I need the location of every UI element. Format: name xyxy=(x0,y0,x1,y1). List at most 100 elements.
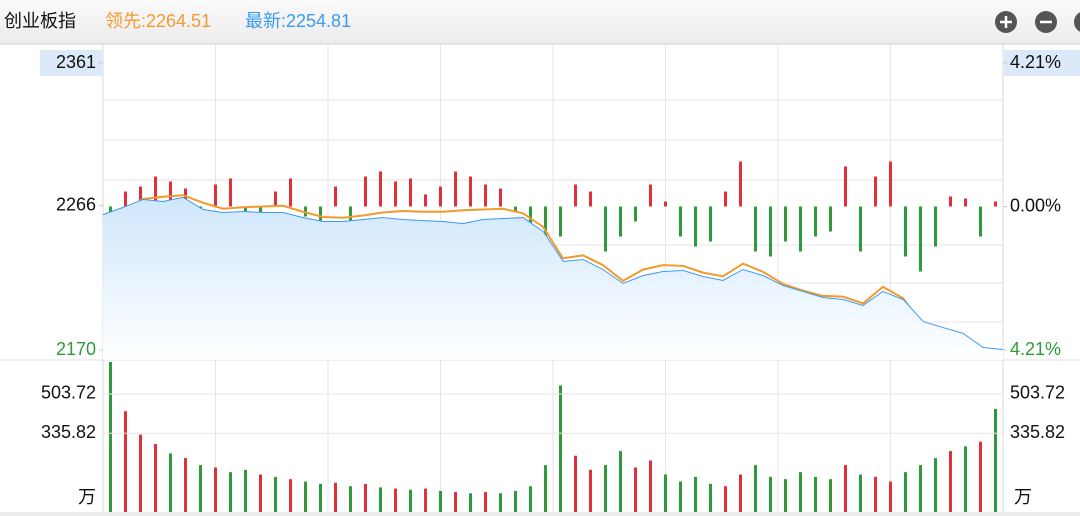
y2-tick-label: 4.21% xyxy=(1010,52,1061,72)
strength-bar xyxy=(139,186,142,207)
volume-bar xyxy=(409,489,412,512)
legend-value: 2254.81 xyxy=(286,11,351,31)
volume-bar xyxy=(349,486,352,512)
strength-bar xyxy=(769,206,772,257)
unit-label: 万 xyxy=(1014,487,1032,507)
volume-bar xyxy=(769,476,772,512)
volume-bar xyxy=(499,493,502,512)
legend-name: 领先: xyxy=(105,11,146,31)
bottom-bar xyxy=(0,512,1080,516)
strength-bar xyxy=(559,206,562,237)
y2-tick-label: 503.72 xyxy=(1010,383,1065,403)
volume-bar xyxy=(514,490,517,512)
strength-bar xyxy=(334,186,337,207)
legend-value: 2264.51 xyxy=(146,11,211,31)
volume-bar xyxy=(709,483,712,512)
volume-bar xyxy=(139,434,142,512)
volume-bar xyxy=(109,362,112,512)
strength-bar xyxy=(859,206,862,252)
strength-bar xyxy=(739,161,742,207)
volume-bar xyxy=(649,460,652,512)
strength-bar xyxy=(439,186,442,207)
tick-highlight xyxy=(1004,50,1080,76)
volume-bar xyxy=(364,483,367,512)
volume-bar xyxy=(964,446,967,512)
tick-highlight xyxy=(40,50,102,76)
more-button[interactable] xyxy=(1074,11,1080,33)
strength-bar xyxy=(979,206,982,237)
volume-bar xyxy=(589,469,592,512)
volume-bar xyxy=(919,465,922,512)
volume-bar xyxy=(619,451,622,512)
volume-bar xyxy=(439,490,442,512)
zoom-in-button[interactable] xyxy=(995,11,1017,33)
volume-bar xyxy=(844,465,847,512)
strength-bar xyxy=(454,171,457,207)
volume-bar xyxy=(814,476,817,512)
volume-bar xyxy=(874,476,877,512)
strength-bar xyxy=(409,178,412,207)
volume-bar xyxy=(724,486,727,512)
volume-bar xyxy=(559,385,562,512)
strength-bar xyxy=(124,191,127,207)
volume-bar xyxy=(229,472,232,512)
volume-bar xyxy=(829,479,832,512)
y2-tick-label: 4.21% xyxy=(1010,339,1061,359)
y2-tick-label: 335.82 xyxy=(1010,422,1065,442)
header-bar xyxy=(0,0,1080,44)
chart-title: 创业板指 xyxy=(4,11,76,31)
volume-bar xyxy=(304,481,307,512)
strength-bar xyxy=(724,191,727,207)
volume-bar xyxy=(184,458,187,512)
strength-bar xyxy=(949,196,952,207)
strength-bar xyxy=(634,206,637,222)
volume-bar xyxy=(664,474,667,512)
strength-bar xyxy=(319,206,322,222)
strength-bar xyxy=(964,198,967,207)
strength-bar xyxy=(784,206,787,242)
volume-bar xyxy=(244,469,247,512)
strength-bar xyxy=(484,184,487,207)
strength-bar xyxy=(889,161,892,207)
volume-bar xyxy=(784,479,787,512)
volume-bar xyxy=(319,483,322,512)
legend-label: 领先:2264.51 xyxy=(105,11,211,31)
volume-bar xyxy=(994,408,997,512)
strength-bar xyxy=(709,206,712,242)
unit-label: 万 xyxy=(78,487,96,507)
price-lines xyxy=(103,197,1003,360)
strength-bar xyxy=(514,206,517,212)
volume-bar xyxy=(154,444,157,512)
zoom-out-button[interactable] xyxy=(1035,11,1057,33)
strength-bar xyxy=(814,206,817,237)
volume-bar xyxy=(544,465,547,512)
price-area xyxy=(103,197,1003,360)
strength-bar xyxy=(274,191,277,207)
strength-bar xyxy=(829,206,832,232)
strength-bar xyxy=(424,194,427,207)
strength-bar xyxy=(844,166,847,207)
volume-bar xyxy=(199,465,202,512)
volume-bar xyxy=(949,451,952,512)
volume-bar xyxy=(604,465,607,512)
volume-bar xyxy=(424,488,427,512)
strength-bar xyxy=(754,206,757,252)
strength-bar xyxy=(649,184,652,207)
price-line xyxy=(102,194,1003,357)
strength-bar xyxy=(994,201,997,207)
volume-bar xyxy=(979,441,982,512)
y2-tick-label: 0.00% xyxy=(1010,195,1061,215)
volume-bar xyxy=(469,493,472,512)
volume-bar xyxy=(214,467,217,512)
strength-bar xyxy=(229,178,232,207)
volume-bar xyxy=(289,479,292,512)
volume-bar xyxy=(739,474,742,512)
strength-bar xyxy=(184,188,187,207)
legend-label: 最新:2254.81 xyxy=(245,11,351,31)
strength-bar xyxy=(379,171,382,207)
volume-bar xyxy=(169,453,172,512)
legend-name: 最新: xyxy=(245,11,286,31)
volume-bar xyxy=(124,411,127,512)
